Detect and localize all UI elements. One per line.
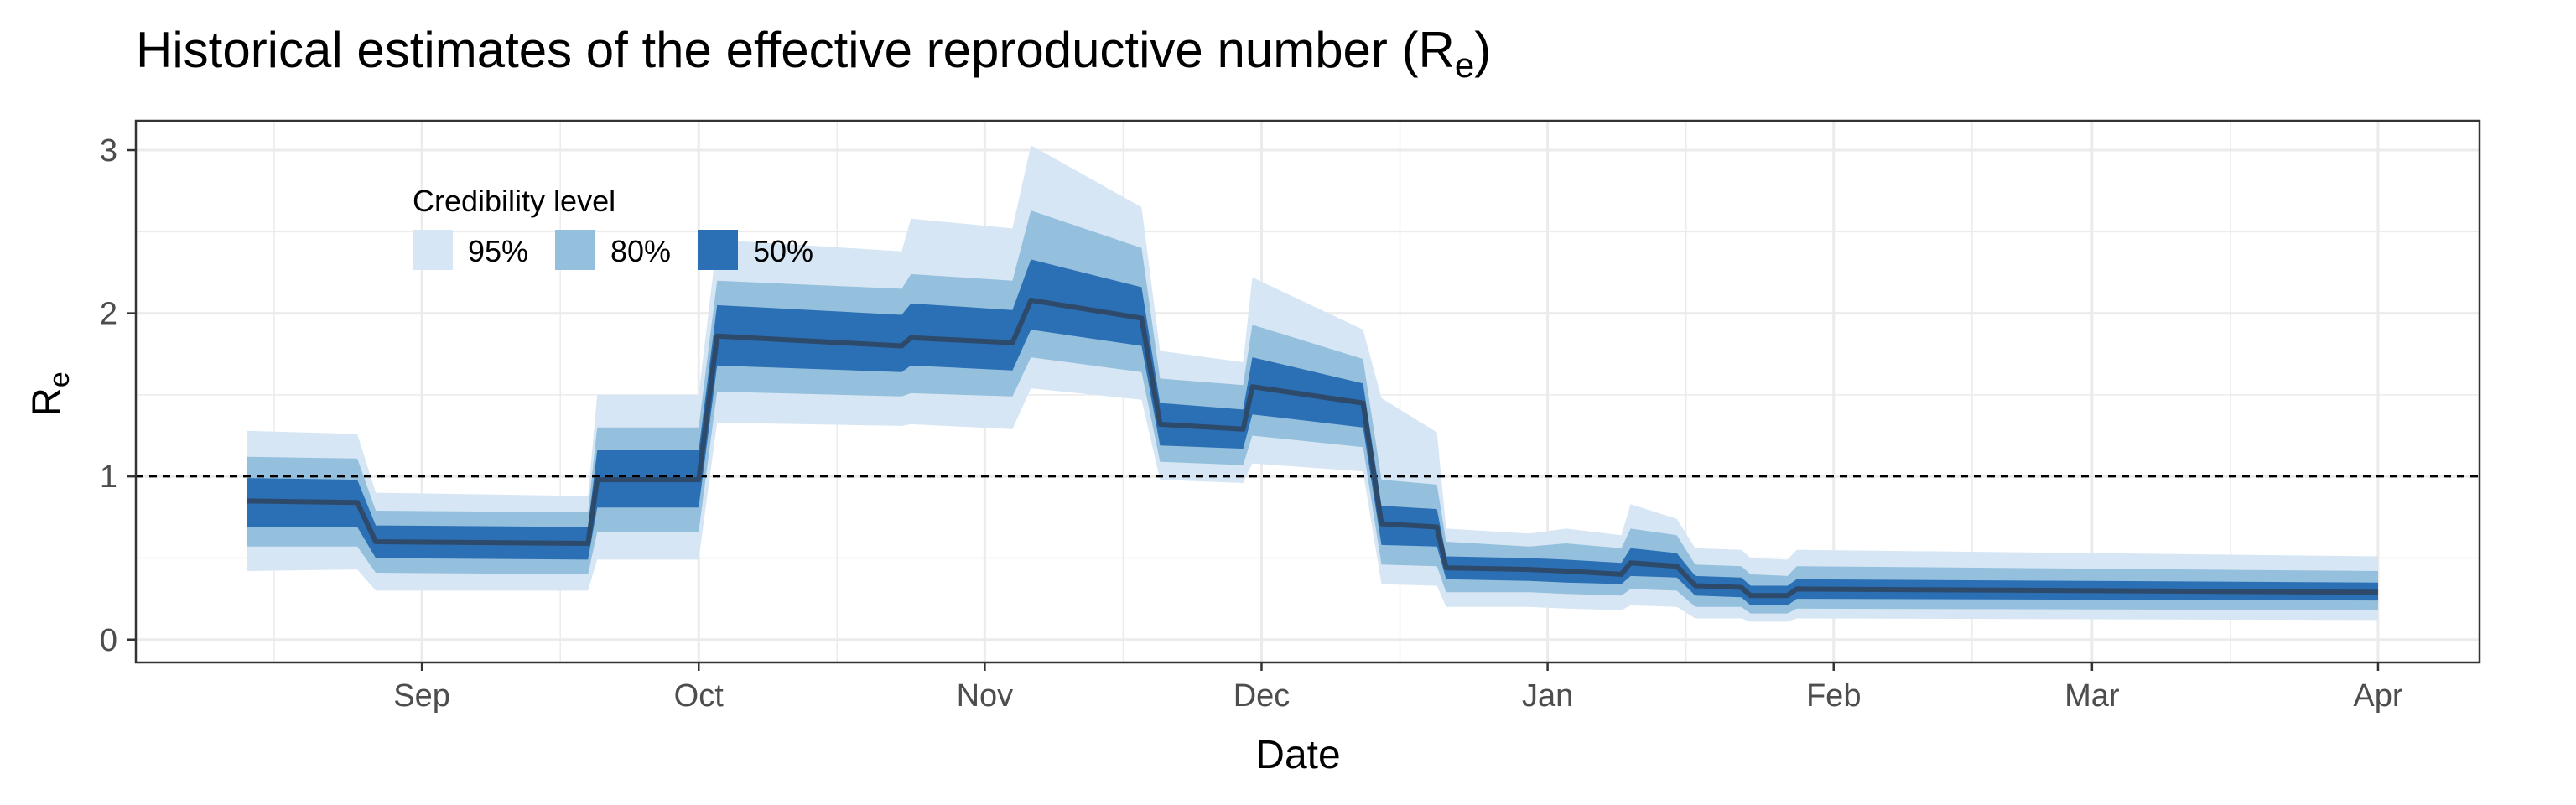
- legend-swatch-80: [555, 230, 595, 270]
- legend-swatch-95: [413, 230, 453, 270]
- legend-label-50: 50%: [753, 234, 813, 268]
- credible-bands: [247, 145, 2378, 622]
- y-axis: 0 1 2 3: [100, 133, 136, 658]
- x-tick-label-4: Jan: [1522, 678, 1573, 714]
- legend-label-80: 80%: [610, 234, 671, 268]
- x-tick-label-6: Mar: [2064, 678, 2120, 714]
- y-tick-label-0: 0: [100, 623, 117, 658]
- x-axis: Sep Oct Nov Dec Jan Feb Mar Apr: [393, 662, 2403, 714]
- x-tick-label-0: Sep: [393, 678, 450, 714]
- x-tick-label-3: Dec: [1233, 678, 1291, 714]
- x-tick-label-7: Apr: [2353, 678, 2402, 714]
- title-suffix: ): [1474, 22, 1491, 78]
- legend-title: Credibility level: [413, 184, 615, 218]
- y-tick-label-2: 2: [100, 297, 117, 332]
- legend-swatch-50: [698, 230, 738, 270]
- title-subscript: e: [1455, 45, 1474, 85]
- legend-label-95: 95%: [468, 234, 528, 268]
- y-axis-title: Re: [25, 371, 75, 417]
- y-tick-label-3: 3: [100, 133, 117, 169]
- band-50: [247, 259, 2378, 605]
- x-axis-title: Date: [1255, 733, 1340, 777]
- y-axis-title-subscript: e: [44, 371, 75, 387]
- chart-title: Historical estimates of the effective re…: [136, 22, 1491, 85]
- x-tick-label-1: Oct: [674, 678, 724, 714]
- median-line: [246, 298, 2379, 599]
- y-tick-label-1: 1: [100, 460, 117, 495]
- x-tick-label-5: Feb: [1806, 678, 1861, 714]
- legend: Credibility level 95% 80% 50%: [413, 184, 813, 270]
- x-tick-label-2: Nov: [957, 678, 1014, 714]
- plot-border: [134, 119, 2481, 664]
